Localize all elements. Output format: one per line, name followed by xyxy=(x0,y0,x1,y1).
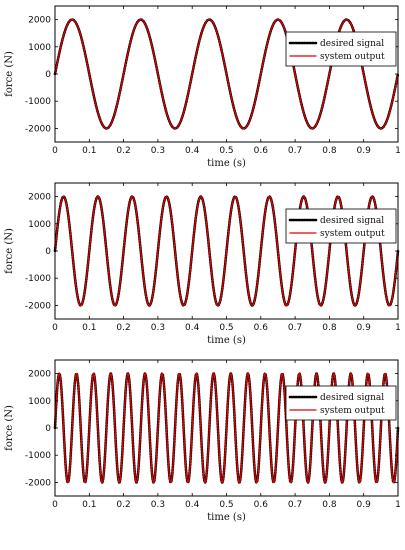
x-tick-label: 0.9 xyxy=(357,146,372,156)
x-axis-label: time (s) xyxy=(207,335,246,346)
y-tick-label: 2000 xyxy=(28,16,51,26)
legend-box xyxy=(285,31,397,67)
y-tick-label: -1000 xyxy=(25,274,51,284)
x-tick-label: 0.7 xyxy=(288,146,302,156)
legend-label-desired-signal: desired signal xyxy=(320,39,384,49)
y-tick-label: 1000 xyxy=(28,43,51,53)
x-tick-label: 0 xyxy=(52,500,58,510)
x-tick-label: 0.4 xyxy=(185,323,200,333)
y-tick-label: -2000 xyxy=(25,124,51,134)
legend-label-system-output: system output xyxy=(320,229,385,239)
y-axis-label: force (N) xyxy=(4,228,15,274)
system-output-line xyxy=(54,18,399,130)
y-tick-label: -2000 xyxy=(25,478,51,488)
x-tick-label: 0.4 xyxy=(185,146,200,156)
y-tick-label: -1000 xyxy=(25,451,51,461)
legend: desired signal system output xyxy=(285,385,397,421)
x-tick-label: 0.5 xyxy=(219,146,233,156)
legend-box xyxy=(285,208,397,244)
x-tick-label: 0.3 xyxy=(151,146,165,156)
y-tick-label: 2000 xyxy=(28,193,51,203)
y-axis-label: force (N) xyxy=(4,51,15,97)
y-tick-label: 1000 xyxy=(28,220,51,230)
x-tick-label: 0.1 xyxy=(82,500,96,510)
x-tick-label: 0.2 xyxy=(116,323,130,333)
legend: desired signal system output xyxy=(285,208,397,244)
x-tick-label: 0.6 xyxy=(254,323,269,333)
legend-box xyxy=(285,385,397,421)
chart-panel-3: 0 0.1 0.2 0.3 0.4 0.5 0.6 0.7 0.8 0.9 1 2000 1000 0 -1… xyxy=(4,359,401,523)
y-axis-label: force (N) xyxy=(4,405,15,451)
y-tick-label: 0 xyxy=(45,247,51,257)
y-tick-label: -1000 xyxy=(25,97,51,107)
x-tick-label: 1 xyxy=(395,500,401,510)
y-tick-label: 2000 xyxy=(28,370,51,380)
y-tick-label: 0 xyxy=(45,70,51,80)
y-tick-label: 1000 xyxy=(28,397,51,407)
chart-panel-1: 0 0.1 0.2 0.3 0.4 0.5 0.6 0.7 0.8 0.9 1 2000 1000 0 -1… xyxy=(4,5,401,169)
x-tick-label: 0.9 xyxy=(357,500,372,510)
legend-label-system-output: system output xyxy=(320,406,385,416)
x-tick-label: 0.3 xyxy=(151,323,165,333)
x-tick-label: 0.1 xyxy=(82,323,96,333)
y-tick-label: 0 xyxy=(45,424,51,434)
x-tick-label: 0.6 xyxy=(254,500,269,510)
x-tick-label: 0.8 xyxy=(322,146,337,156)
x-tick-label: 0.3 xyxy=(151,500,165,510)
x-axis-label: time (s) xyxy=(207,158,246,169)
x-tick-label: 0 xyxy=(52,146,58,156)
x-tick-label: 0.7 xyxy=(288,500,302,510)
x-tick-label: 0 xyxy=(52,323,58,333)
x-tick-label: 0.5 xyxy=(219,323,233,333)
legend-label-desired-signal: desired signal xyxy=(320,393,384,403)
system-output-line xyxy=(54,195,399,307)
system-output-line xyxy=(54,373,399,483)
x-tick-label: 0.2 xyxy=(116,146,130,156)
x-tick-label: 1 xyxy=(395,323,401,333)
legend-label-system-output: system output xyxy=(320,52,385,62)
x-tick-label: 1 xyxy=(395,146,401,156)
x-tick-label: 0.1 xyxy=(82,146,96,156)
legend: desired signal system output xyxy=(285,31,397,67)
x-tick-label: 0.9 xyxy=(357,323,372,333)
x-tick-label: 0.8 xyxy=(322,500,337,510)
x-tick-label: 0.8 xyxy=(322,323,337,333)
x-tick-label: 0.5 xyxy=(219,500,233,510)
x-tick-label: 0.2 xyxy=(116,500,130,510)
x-axis-label: time (s) xyxy=(207,512,246,523)
chart-panel-2: 0 0.1 0.2 0.3 0.4 0.5 0.6 0.7 0.8 0.9 1 2000 1000 0 -1… xyxy=(4,182,401,346)
y-tick-label: -2000 xyxy=(25,301,51,311)
x-tick-label: 0.6 xyxy=(254,146,269,156)
legend-label-desired-signal: desired signal xyxy=(320,216,384,226)
x-tick-label: 0.7 xyxy=(288,323,302,333)
x-tick-label: 0.4 xyxy=(185,500,200,510)
